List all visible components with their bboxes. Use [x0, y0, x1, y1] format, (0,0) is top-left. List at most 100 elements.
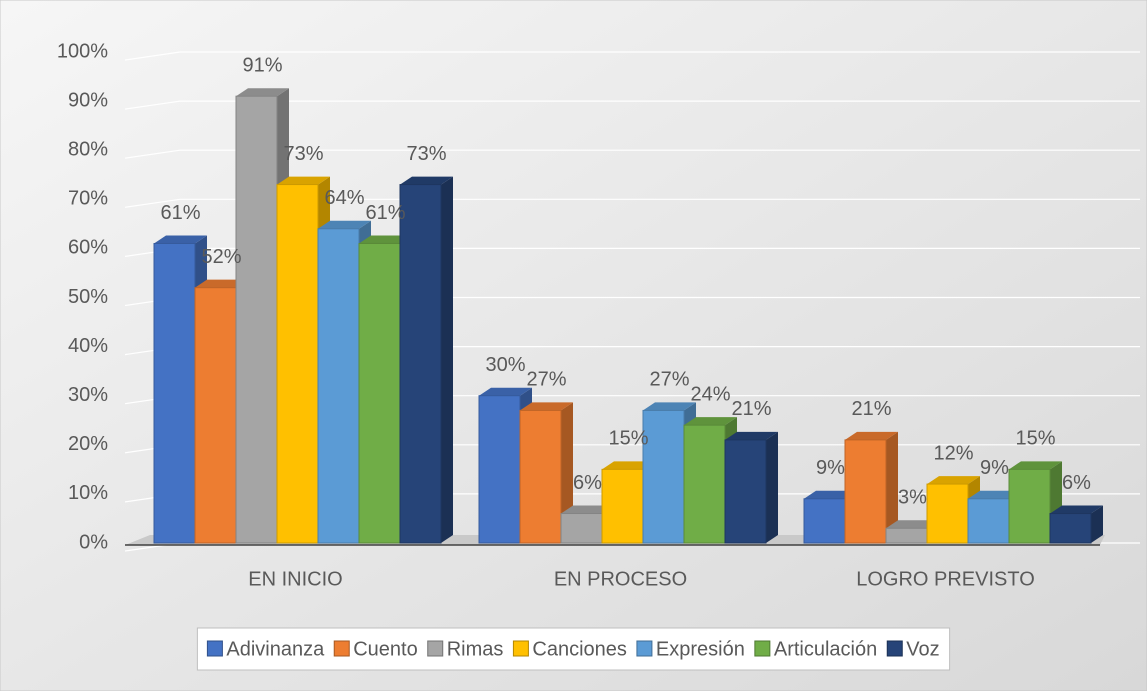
grid-line — [124, 51, 1140, 61]
bar-side — [1091, 505, 1103, 543]
legend-swatch — [206, 640, 223, 657]
bar — [683, 424, 726, 544]
bar — [153, 242, 196, 544]
bar-top — [154, 235, 207, 244]
y-tick-label: 30% — [68, 384, 108, 406]
bar — [519, 409, 562, 544]
legend-label: Rimas — [447, 638, 504, 660]
grid-line — [124, 149, 1140, 159]
bar — [560, 513, 603, 544]
data-label: 27% — [526, 369, 566, 391]
bar-top — [968, 490, 1021, 499]
x-tick-label: LOGRO PREVISTO — [856, 568, 1035, 590]
bar — [194, 287, 237, 544]
y-tick-label: 80% — [68, 138, 108, 160]
data-label: 64% — [324, 187, 364, 209]
bar-top — [318, 220, 371, 229]
data-label: 3% — [898, 487, 927, 509]
data-label: 52% — [201, 246, 241, 268]
bar-top — [236, 88, 289, 97]
y-tick-label: 40% — [68, 335, 108, 357]
bar-top — [886, 520, 939, 529]
data-label: 21% — [851, 398, 891, 420]
bar-top — [561, 505, 614, 514]
bar — [642, 409, 685, 544]
bar-top — [927, 476, 980, 485]
x-tick-label: EN PROCESO — [554, 568, 687, 590]
bar — [926, 483, 969, 544]
y-tick-label: 70% — [68, 188, 108, 210]
data-label: 91% — [242, 54, 282, 76]
bar — [235, 95, 278, 544]
legend-swatch — [427, 640, 444, 657]
legend-label: Cuento — [353, 638, 418, 660]
data-label: 27% — [649, 369, 689, 391]
data-label: 61% — [160, 202, 200, 224]
legend-label: Articulación — [774, 638, 877, 660]
data-label: 73% — [406, 143, 446, 165]
bar-top — [195, 279, 248, 288]
data-label: 73% — [283, 143, 323, 165]
legend-label: Canciones — [532, 638, 627, 660]
y-tick-label: 60% — [68, 237, 108, 259]
legend-swatch — [512, 640, 529, 657]
legend-box — [196, 627, 951, 671]
legend-label: Adivinanza — [226, 638, 325, 660]
y-tick-label: 0% — [79, 531, 108, 553]
grid-line — [124, 198, 1140, 208]
bar-top — [725, 431, 778, 440]
legend-label: Expresión — [656, 638, 745, 660]
legend: Adivinanza Cuento Rimas Canciones Expresión A… — [196, 627, 951, 671]
bar-top — [520, 402, 573, 411]
data-label: 9% — [980, 457, 1009, 479]
bar-side — [766, 431, 778, 543]
y-tick-label: 10% — [68, 482, 108, 504]
bar — [601, 468, 644, 544]
data-label: 30% — [485, 354, 525, 376]
data-label: 6% — [1062, 472, 1091, 494]
data-label: 15% — [608, 428, 648, 450]
bar — [1008, 468, 1051, 544]
bar-top — [359, 235, 412, 244]
bar — [276, 184, 319, 544]
bar-side — [886, 431, 898, 543]
bar — [724, 439, 767, 544]
legend-swatch — [754, 640, 771, 657]
grid-line — [124, 100, 1140, 110]
bar-top — [684, 417, 737, 426]
bar — [885, 527, 928, 544]
bar — [803, 498, 846, 544]
y-tick-label: 50% — [68, 286, 108, 308]
legend-swatch — [333, 640, 350, 657]
legend-swatch — [886, 640, 903, 657]
bar — [967, 498, 1010, 544]
data-label: 21% — [731, 398, 771, 420]
bar-top — [1009, 461, 1062, 470]
bar — [844, 439, 887, 544]
bar — [1049, 513, 1092, 544]
bar-top — [602, 461, 655, 470]
bar-top — [277, 176, 330, 185]
bar-top — [400, 176, 453, 185]
bar-top — [1050, 505, 1103, 514]
x-tick-label: EN INICIO — [248, 568, 342, 590]
data-label: 15% — [1015, 428, 1055, 450]
data-label: 6% — [573, 472, 602, 494]
bar-top — [643, 402, 696, 411]
bar-top — [804, 490, 857, 499]
bar — [399, 184, 442, 544]
bar — [358, 242, 401, 544]
bar-top — [845, 431, 898, 440]
y-tick-label: 90% — [68, 89, 108, 111]
bar — [478, 395, 521, 544]
data-label: 24% — [690, 383, 730, 405]
y-tick-label: 20% — [68, 433, 108, 455]
bar-side — [441, 176, 453, 543]
data-label: 61% — [365, 202, 405, 224]
legend-swatch — [636, 640, 653, 657]
bar — [317, 228, 360, 544]
y-tick-label: 100% — [57, 40, 108, 62]
data-label: 9% — [816, 457, 845, 479]
